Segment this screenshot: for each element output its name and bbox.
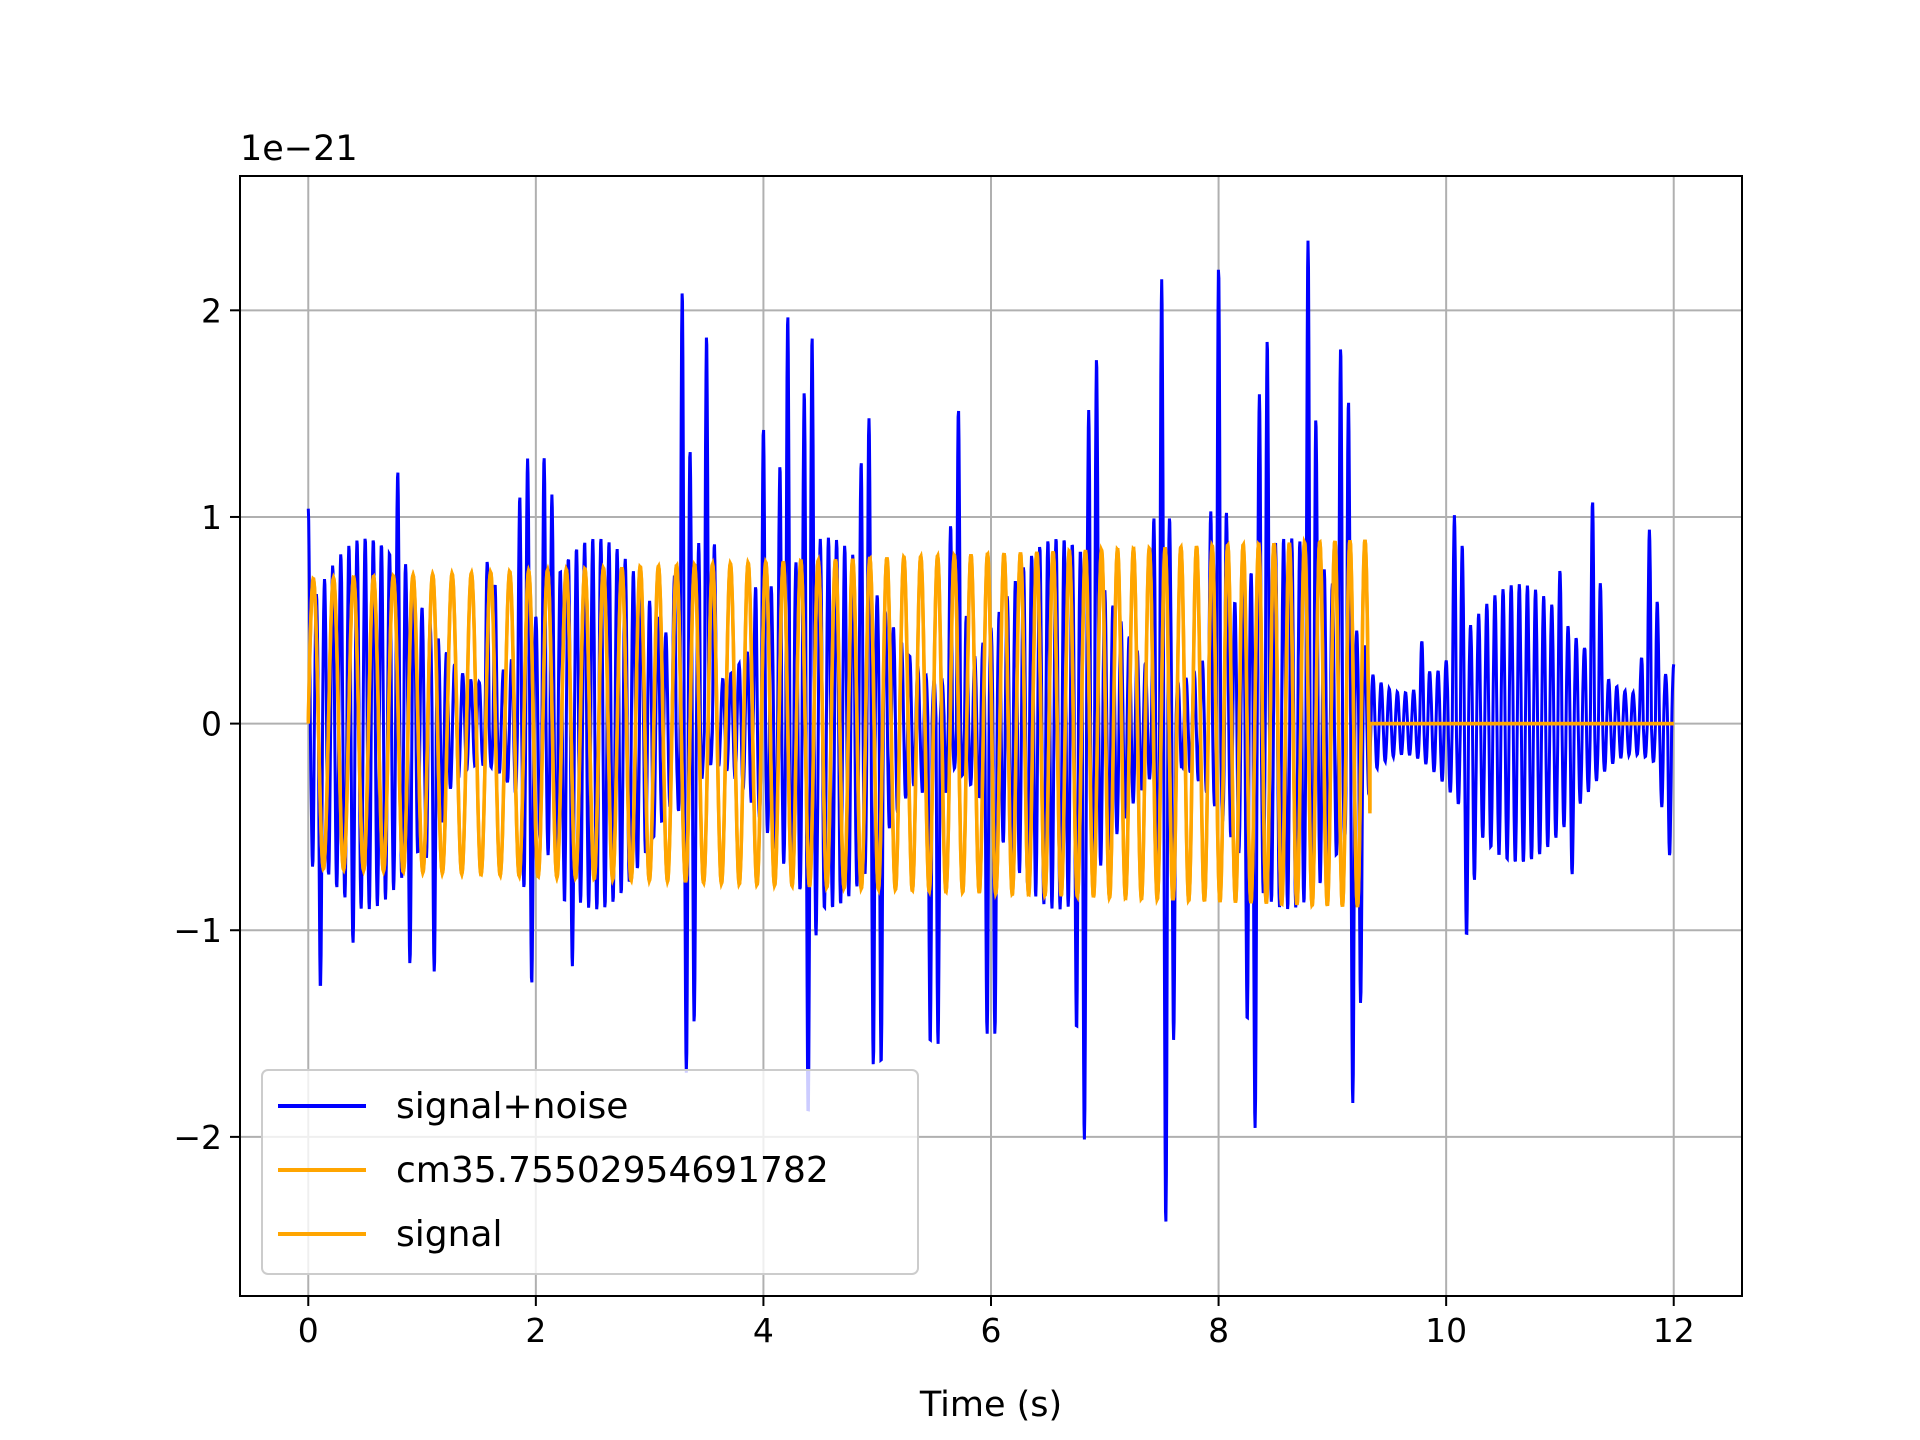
x-tick-label: 10 bbox=[1425, 1311, 1467, 1350]
x-axis-label: Time (s) bbox=[919, 1385, 1062, 1425]
legend: signal+noise cm35.75502954691782 signal bbox=[261, 1069, 919, 1275]
legend-label-signal: signal bbox=[396, 1214, 503, 1255]
y-tick-label: −1 bbox=[173, 911, 222, 950]
x-tick-label: 0 bbox=[298, 1311, 319, 1350]
y-tick-label: −2 bbox=[173, 1118, 222, 1157]
x-tick-label: 12 bbox=[1653, 1311, 1695, 1350]
x-tick-label: 4 bbox=[753, 1311, 774, 1350]
legend-label-cm35: cm35.75502954691782 bbox=[396, 1150, 829, 1191]
x-tick-label: 8 bbox=[1208, 1311, 1229, 1350]
y-tick-label: 1 bbox=[201, 498, 222, 537]
x-tick-label: 6 bbox=[981, 1311, 1002, 1350]
y-tick-label: 0 bbox=[201, 705, 222, 744]
y-tick-label: 2 bbox=[201, 291, 222, 330]
plot-series bbox=[306, 240, 1676, 1222]
series-line-signal bbox=[306, 538, 1674, 910]
legend-box bbox=[261, 1069, 919, 1275]
y-offset-label: 1e−21 bbox=[240, 129, 358, 169]
legend-label-signal-noise: signal+noise bbox=[396, 1086, 628, 1127]
x-tick-label: 2 bbox=[525, 1311, 546, 1350]
